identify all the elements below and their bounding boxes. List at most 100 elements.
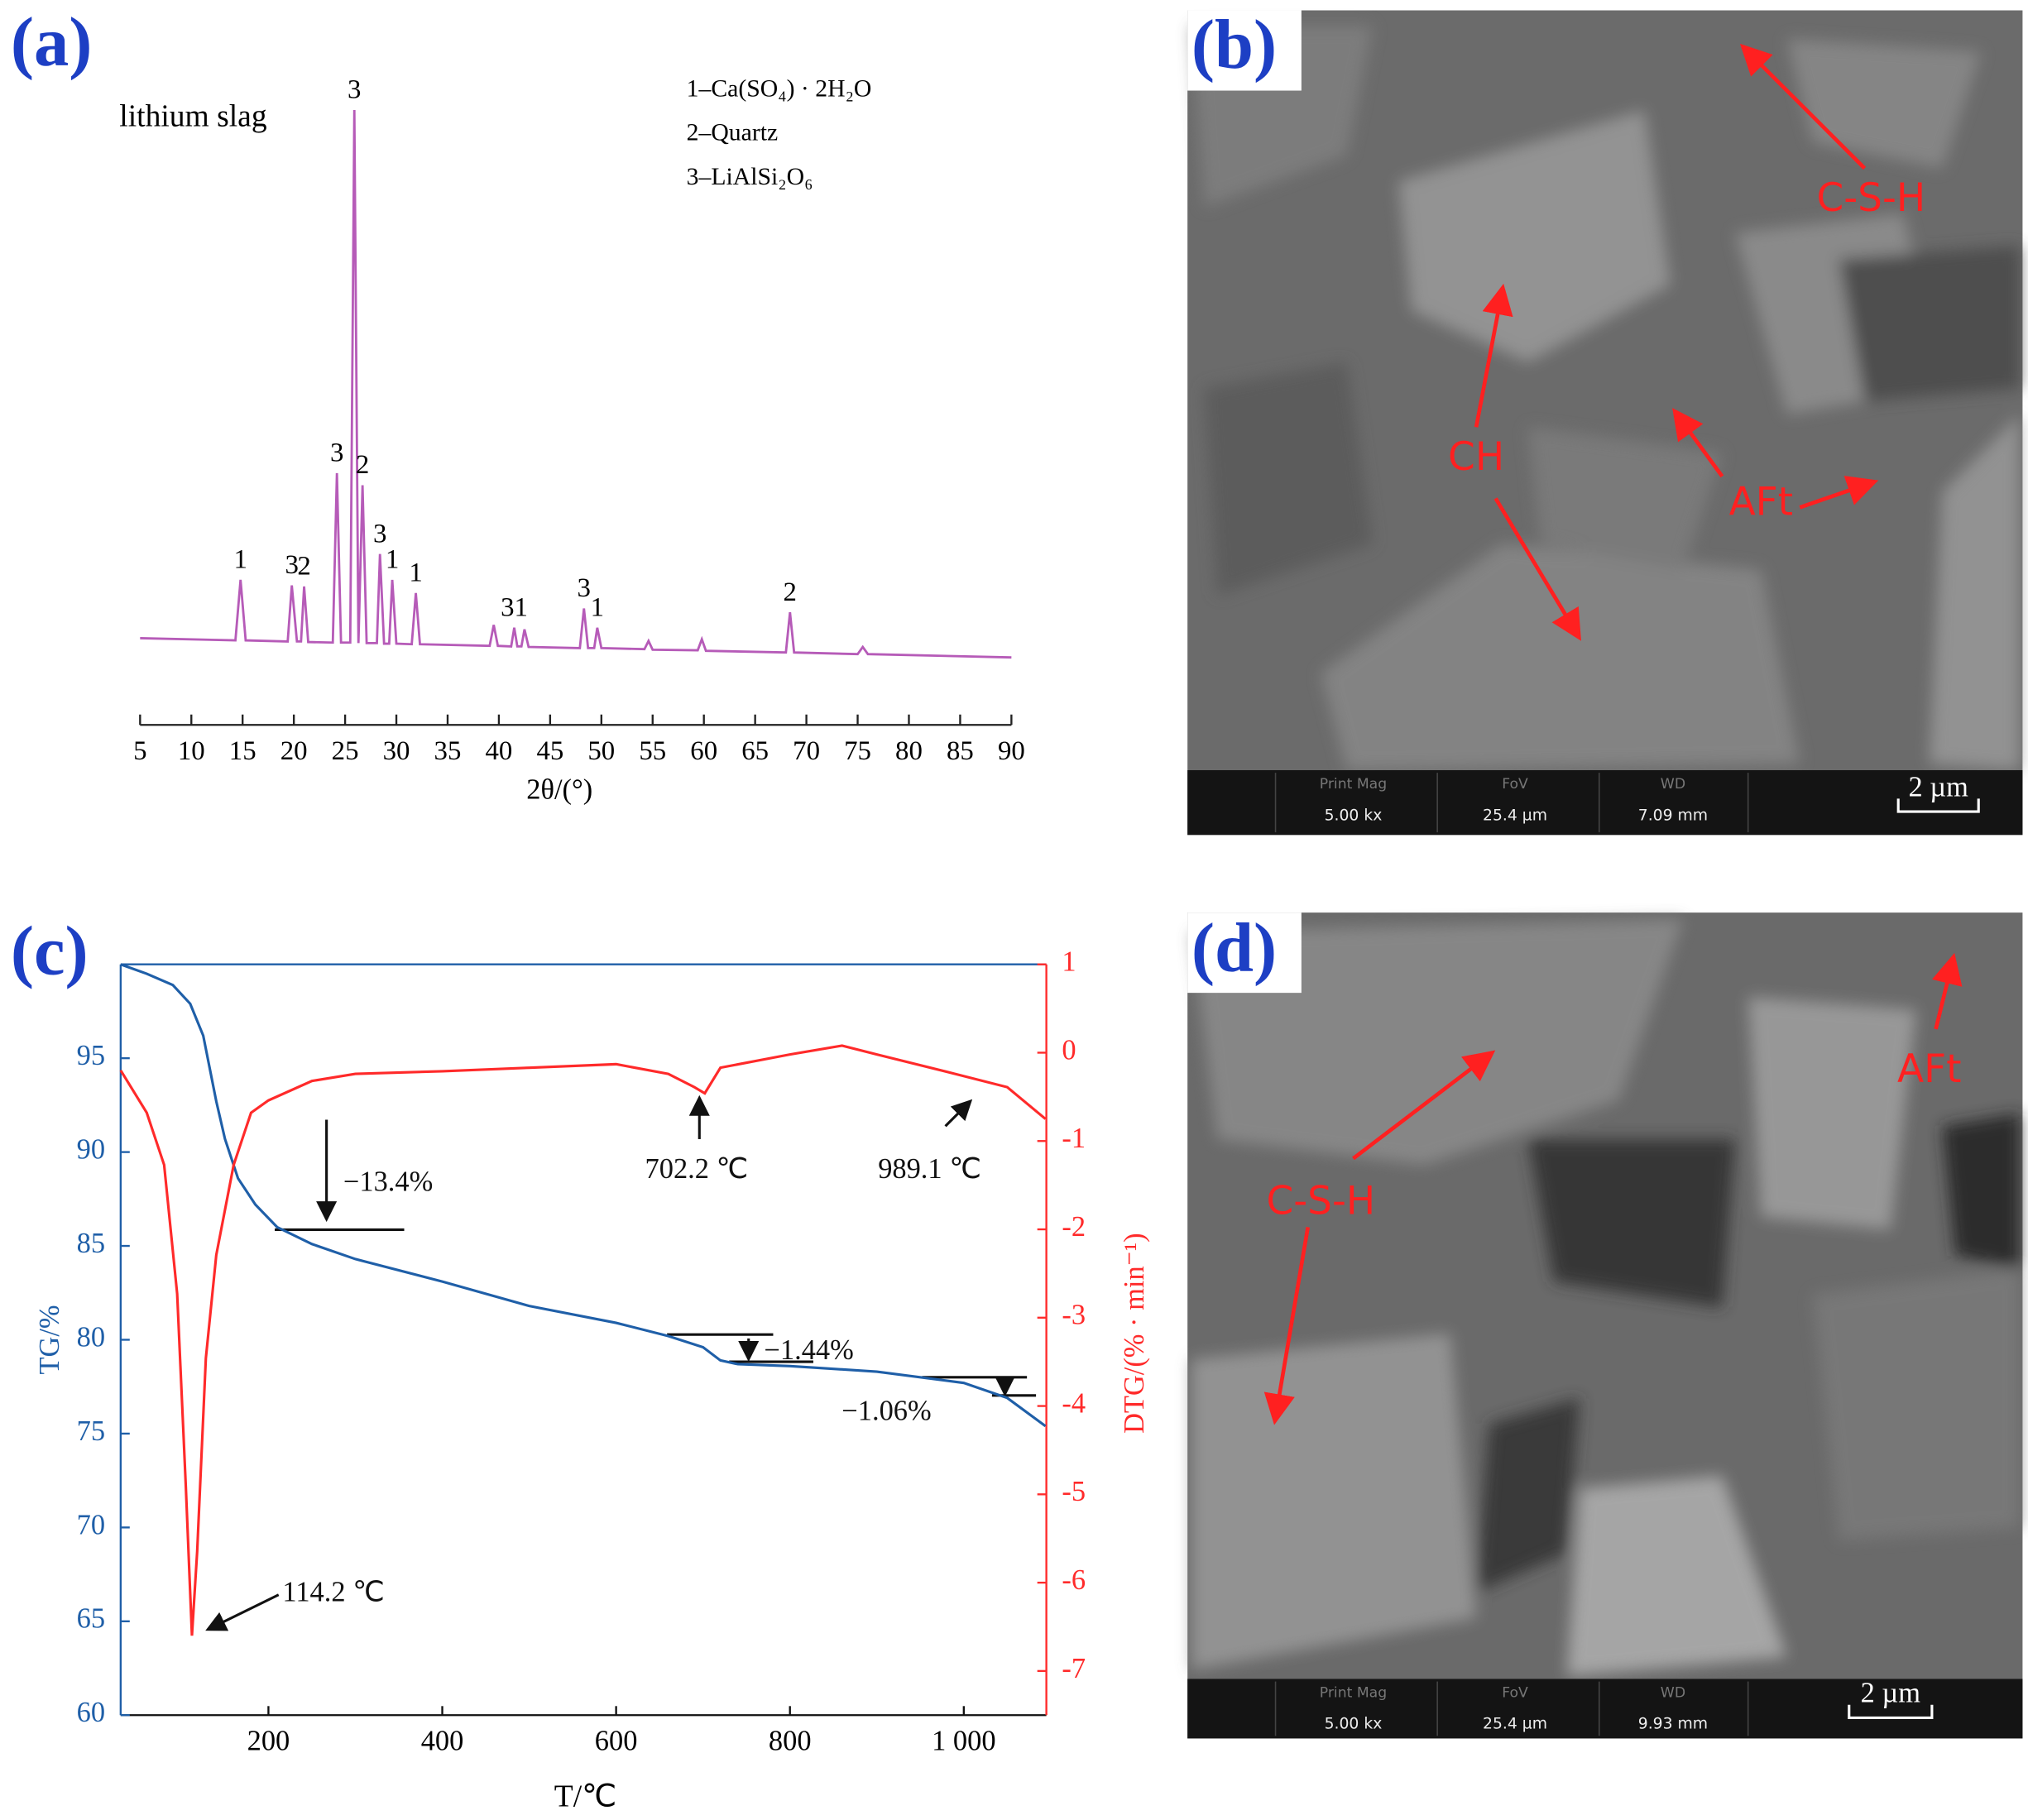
panel-label: (d) xyxy=(1191,910,1277,987)
info-name: FoV xyxy=(1502,776,1528,793)
legend-entry: 1–Ca(SO₄) · 2H₂O xyxy=(687,75,872,102)
legend-entry: 2–Quartz xyxy=(687,120,779,146)
x-tick-label: 15 xyxy=(229,736,256,766)
sem-arrows xyxy=(1263,952,1963,1425)
peak-label: 3 xyxy=(373,519,386,548)
x-tick-label: 60 xyxy=(690,736,717,766)
info-value: 25.4 µm xyxy=(1483,1716,1547,1733)
x-tick-label: 200 xyxy=(247,1726,290,1757)
peak-label: 3 xyxy=(348,75,361,105)
y-axis-label: TG/% xyxy=(34,1305,65,1374)
info-name: WD xyxy=(1661,776,1685,793)
annotation: −1.44% xyxy=(765,1334,854,1366)
peak-label: 2 xyxy=(356,450,369,480)
y-tick-label: 65 xyxy=(77,1603,105,1635)
x-tick-label: 80 xyxy=(895,736,923,766)
sem-label: AFt xyxy=(1729,480,1794,525)
sem-label: C-S-H xyxy=(1266,1179,1375,1224)
y-tick-label: 60 xyxy=(77,1697,105,1728)
scale-bar-label: 2 µm xyxy=(1861,1678,1921,1709)
series-line xyxy=(120,963,1047,1428)
y2-tick-label: -4 xyxy=(1062,1387,1086,1419)
x-tick-label: 1 000 xyxy=(932,1726,995,1757)
peak-label: 1 xyxy=(591,592,604,622)
x-tick-label: 40 xyxy=(486,736,513,766)
sem-image xyxy=(1187,10,2023,836)
annotation: −13.4% xyxy=(343,1166,433,1198)
series-line xyxy=(119,1044,1047,1636)
x-tick-label: 85 xyxy=(947,736,974,766)
sem-label: CH xyxy=(1448,434,1504,480)
sem-label: C-S-H xyxy=(1816,175,1925,221)
info-value: 5.00 kx xyxy=(1325,1716,1383,1733)
panel-label: (b) xyxy=(1191,7,1277,84)
info-value: 5.00 kx xyxy=(1325,807,1383,824)
chart-title: lithium slag xyxy=(119,100,267,134)
scale-bar xyxy=(1848,1704,1934,1719)
info-value: 7.09 mm xyxy=(1638,807,1708,824)
y2-tick-label: -5 xyxy=(1062,1476,1086,1507)
x-tick-label: 800 xyxy=(769,1726,812,1757)
info-name: FoV xyxy=(1502,1685,1528,1702)
x-tick-label: 30 xyxy=(383,736,410,766)
peak-label: 3 xyxy=(285,550,298,580)
info-name: WD xyxy=(1661,1685,1685,1702)
x-tick-label: 10 xyxy=(178,736,205,766)
y-tick-label: 95 xyxy=(77,1040,105,1071)
peak-label: 2 xyxy=(784,577,797,607)
y2-tick-label: 0 xyxy=(1062,1034,1076,1066)
peak-label: 2 xyxy=(297,552,310,582)
y2-tick-label: 1 xyxy=(1062,946,1076,978)
y-tick-label: 90 xyxy=(77,1134,105,1166)
peak-label: 3 xyxy=(578,573,591,603)
x-tick-label: 25 xyxy=(332,736,359,766)
x-tick-label: 90 xyxy=(998,736,1025,766)
info-value: 25.4 µm xyxy=(1483,807,1547,824)
x-tick-label: 600 xyxy=(595,1726,638,1757)
info-name: Print Mag xyxy=(1320,1685,1387,1702)
y-tick-label: 70 xyxy=(77,1509,105,1540)
peak-label: 1 xyxy=(386,545,399,575)
sem-label: AFt xyxy=(1897,1046,1962,1092)
y2-tick-label: -6 xyxy=(1062,1564,1086,1596)
x-axis-label: 2θ/(°) xyxy=(526,774,592,806)
sem-image xyxy=(1187,912,2023,1739)
y2-tick-label: -3 xyxy=(1062,1300,1086,1331)
y-tick-label: 80 xyxy=(77,1321,105,1353)
x-tick-label: 35 xyxy=(434,736,462,766)
panel-label: (a) xyxy=(11,4,93,81)
scale-bar-label: 2 µm xyxy=(1909,771,1969,802)
x-tick-label: 55 xyxy=(639,736,666,766)
sem-arrows xyxy=(1474,43,1879,641)
peak-label: 1 xyxy=(409,558,422,588)
annotation: 989.1 ℃ xyxy=(878,1153,981,1185)
x-tick-label: 50 xyxy=(587,736,615,766)
peak-label: 31 xyxy=(501,592,528,622)
x-tick-label: 70 xyxy=(793,736,820,766)
x-tick-label: 65 xyxy=(741,736,769,766)
y-tick-label: 85 xyxy=(77,1228,105,1259)
x-tick-label: 400 xyxy=(421,1726,464,1757)
scale-bar xyxy=(1896,798,1980,813)
legend-entry: 3–LiAlSi₂O₆ xyxy=(687,164,813,190)
x-tick-label: 5 xyxy=(133,736,146,766)
y-tick-label: 75 xyxy=(77,1415,105,1447)
annotation: 114.2 ℃ xyxy=(282,1577,384,1608)
y2-tick-label: -7 xyxy=(1062,1653,1086,1684)
info-value: 9.93 mm xyxy=(1638,1716,1708,1733)
y2-tick-label: -1 xyxy=(1062,1123,1086,1154)
annotation: −1.06% xyxy=(841,1396,931,1427)
xrd-line xyxy=(140,109,1012,659)
x-tick-label: 45 xyxy=(536,736,563,766)
x-tick-label: 75 xyxy=(844,736,871,766)
panel-label: (c) xyxy=(11,912,89,989)
y2-tick-label: -2 xyxy=(1062,1211,1086,1243)
annotation: 702.2 ℃ xyxy=(645,1153,749,1185)
peak-label: 1 xyxy=(234,545,247,575)
info-name: Print Mag xyxy=(1320,776,1387,793)
peak-label: 3 xyxy=(330,438,343,468)
x-tick-label: 20 xyxy=(280,736,308,766)
y2-axis-label: DTG/(% · min⁻¹) xyxy=(1119,1233,1150,1434)
x-axis-label: T/℃ xyxy=(554,1780,617,1814)
